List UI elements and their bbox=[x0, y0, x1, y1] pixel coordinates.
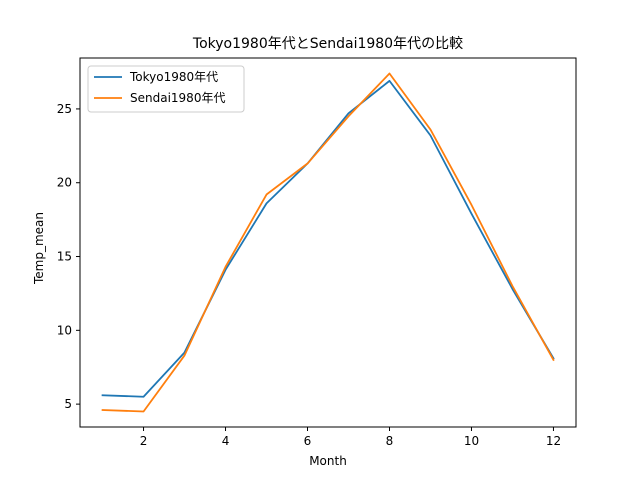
legend-label-1: Tokyo1980年代 bbox=[129, 70, 218, 84]
plot-area bbox=[101, 72, 555, 413]
series-line-1 bbox=[101, 79, 555, 398]
x-tick-label: 6 bbox=[304, 434, 312, 448]
y-tick-label: 10 bbox=[57, 323, 72, 337]
x-tick-label: 4 bbox=[222, 434, 230, 448]
legend: Tokyo1980年代 Sendai1980年代 bbox=[87, 65, 245, 113]
x-axis-label: Month bbox=[309, 454, 347, 468]
x-tick-label: 10 bbox=[464, 434, 479, 448]
axes-frame bbox=[79, 57, 577, 428]
y-tick-label: 5 bbox=[64, 397, 72, 411]
y-tick-label: 15 bbox=[57, 250, 72, 264]
x-tick-label: 12 bbox=[546, 434, 561, 448]
x-tick-label: 2 bbox=[140, 434, 148, 448]
legend-label-2: Sendai1980年代 bbox=[130, 91, 225, 105]
axes: 2 4 6 8 10 12 5 10 15 20 25 bbox=[57, 57, 577, 448]
chart-title: Tokyo1980年代とSendai1980年代の比較 bbox=[192, 36, 463, 52]
y-tick-label: 20 bbox=[57, 176, 72, 190]
x-tick-label: 8 bbox=[386, 434, 394, 448]
legend-box bbox=[87, 65, 245, 113]
series-line-2 bbox=[101, 72, 555, 413]
y-axis-label: Temp_mean bbox=[32, 212, 46, 285]
y-tick-label: 25 bbox=[57, 102, 72, 116]
